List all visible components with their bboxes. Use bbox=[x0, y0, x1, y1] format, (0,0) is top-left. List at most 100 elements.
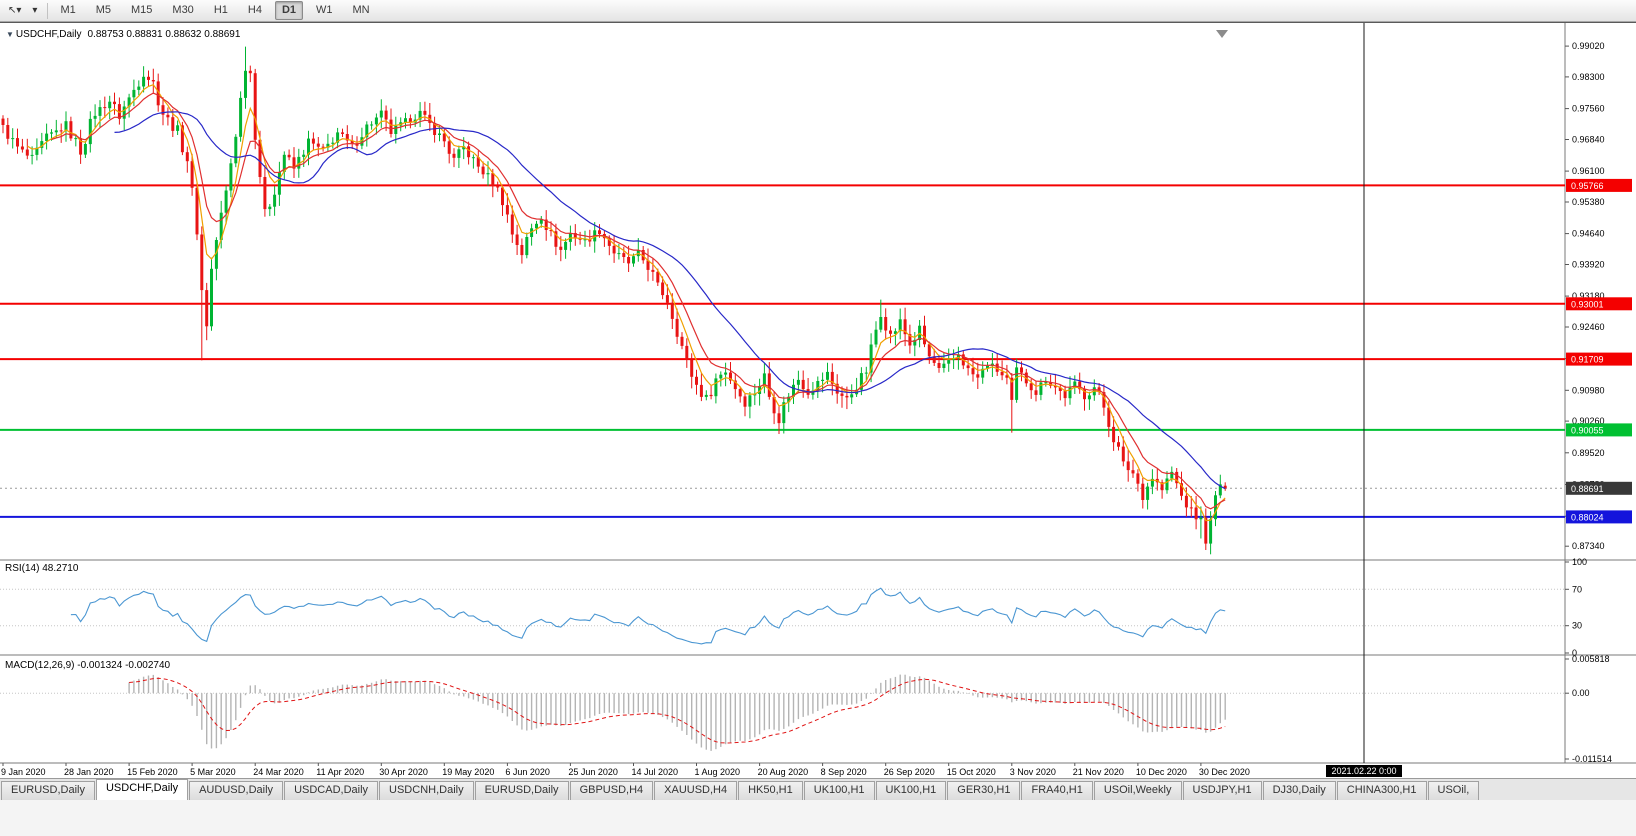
svg-text:24 Mar 2020: 24 Mar 2020 bbox=[253, 767, 304, 777]
svg-text:0.93001: 0.93001 bbox=[1571, 299, 1604, 309]
chart-tab-bar: EURUSD,Daily USDCHF,Daily AUDUSD,Daily USDC… bbox=[0, 778, 1636, 800]
svg-text:0.88024: 0.88024 bbox=[1571, 512, 1604, 522]
window-bottom-strip bbox=[0, 800, 1636, 836]
svg-text:20 Aug 2020: 20 Aug 2020 bbox=[758, 767, 809, 777]
top-toolbar: ↖▾ ▾ M1 M5 M15 M30 H1 H4 D1 W1 MN bbox=[0, 0, 1636, 22]
svg-text:0.94640: 0.94640 bbox=[1572, 229, 1605, 239]
chart-symbol-period: USDCHF,Daily bbox=[15, 29, 82, 40]
chart-tab-usdjpy-h1[interactable]: USDJPY,H1 bbox=[1182, 781, 1262, 800]
timeframe-button-m1[interactable]: M1 bbox=[60, 4, 76, 16]
svg-text:0.90980: 0.90980 bbox=[1572, 385, 1605, 395]
chart-window[interactable]: 0.99020 0.98300 0.97560 0.96840 0.96100 0.953… bbox=[0, 22, 1636, 778]
svg-text:28 Jan 2020: 28 Jan 2020 bbox=[64, 767, 114, 777]
svg-text:0.98300: 0.98300 bbox=[1572, 72, 1605, 82]
chart-tab-usdcad-daily[interactable]: USDCAD,Daily bbox=[284, 781, 379, 800]
chart-tab-uk100-h1[interactable]: UK100,H1 bbox=[875, 781, 947, 800]
chart-tab-xauusd-h4[interactable]: XAUUSD,H4 bbox=[654, 781, 738, 800]
price-tag: 0.88691 bbox=[1566, 481, 1632, 495]
price-chart-canvas: 0.99020 0.98300 0.97560 0.96840 0.96100 0.953… bbox=[0, 23, 1636, 777]
svg-text:0.99020: 0.99020 bbox=[1572, 41, 1605, 51]
svg-text:10 Dec 2020: 10 Dec 2020 bbox=[1136, 767, 1187, 777]
svg-text:0.96840: 0.96840 bbox=[1572, 135, 1605, 145]
svg-text:0.93180: 0.93180 bbox=[1572, 291, 1605, 301]
quick-trade-arrow-icon[interactable]: ▼ bbox=[6, 30, 14, 39]
horizontal-level-lines[interactable] bbox=[0, 184, 1565, 518]
svg-text:26 Sep 2020: 26 Sep 2020 bbox=[884, 767, 935, 777]
vline-date-label: 2021.02.22 0:00 bbox=[1326, 765, 1402, 777]
chart-tab-eurusd-daily[interactable]: EURUSD,Daily bbox=[474, 781, 569, 800]
rsi-indicator-label: RSI(14) 48.2710 bbox=[5, 563, 79, 574]
timeframe-button-d1[interactable]: D1 bbox=[274, 1, 303, 20]
svg-text:0.92460: 0.92460 bbox=[1572, 322, 1605, 332]
macd-axis: 0.005818 0.00 -0.011514 bbox=[1565, 654, 1612, 764]
svg-text:0.93920: 0.93920 bbox=[1572, 260, 1605, 270]
chart-tab-hk50-h1[interactable]: HK50,H1 bbox=[738, 781, 803, 800]
price-tag: 0.90055 bbox=[1566, 423, 1632, 437]
rsi-line bbox=[70, 587, 1226, 645]
svg-text:3 Nov 2020: 3 Nov 2020 bbox=[1010, 767, 1056, 777]
svg-text:19 May 2020: 19 May 2020 bbox=[442, 767, 494, 777]
svg-text:30 Dec 2020: 30 Dec 2020 bbox=[1199, 767, 1250, 777]
svg-text:0: 0 bbox=[1572, 648, 1577, 658]
svg-text:8 Sep 2020: 8 Sep 2020 bbox=[821, 767, 867, 777]
svg-text:0.95766: 0.95766 bbox=[1571, 181, 1604, 191]
svg-text:30: 30 bbox=[1572, 621, 1582, 631]
chart-tab-usdcnh-daily[interactable]: USDCNH,Daily bbox=[379, 781, 474, 800]
svg-text:5 Mar 2020: 5 Mar 2020 bbox=[190, 767, 236, 777]
chart-tab-eurusd-daily[interactable]: EURUSD,Daily bbox=[1, 781, 95, 800]
svg-text:0.89520: 0.89520 bbox=[1572, 448, 1605, 458]
macd-histogram bbox=[128, 674, 1226, 751]
timeframe-button-m30[interactable]: M30 bbox=[172, 4, 194, 16]
svg-text:15 Oct 2020: 15 Oct 2020 bbox=[947, 767, 996, 777]
macd-indicator-label: MACD(12,26,9) -0.001324 -0.002740 bbox=[5, 660, 171, 671]
svg-text:0.96100: 0.96100 bbox=[1572, 166, 1605, 176]
svg-text:15 Feb 2020: 15 Feb 2020 bbox=[127, 767, 178, 777]
price-tag: 0.93001 bbox=[1566, 297, 1632, 311]
svg-text:25 Jun 2020: 25 Jun 2020 bbox=[568, 767, 618, 777]
price-tag: 0.95766 bbox=[1566, 178, 1632, 192]
svg-text:0.88691: 0.88691 bbox=[1571, 484, 1604, 494]
chart-shift-marker[interactable] bbox=[1216, 30, 1228, 38]
chart-tab-usdchf-daily[interactable]: USDCHF,Daily bbox=[95, 779, 189, 800]
svg-text:0.95380: 0.95380 bbox=[1572, 197, 1605, 207]
chart-tab-ger30-h1[interactable]: GER30,H1 bbox=[947, 781, 1021, 800]
cursor-tool-icon[interactable]: ↖▾ bbox=[8, 4, 22, 16]
rsi-axis: 100 70 30 0 bbox=[1565, 557, 1587, 658]
svg-text:0.005818: 0.005818 bbox=[1572, 654, 1610, 664]
svg-text:2021.02.22 0:00: 2021.02.22 0:00 bbox=[1331, 766, 1396, 776]
chart-tab-china300-h1[interactable]: CHINA300,H1 bbox=[1336, 781, 1427, 800]
price-tag: 0.88024 bbox=[1566, 510, 1632, 524]
svg-text:21 Nov 2020: 21 Nov 2020 bbox=[1073, 767, 1124, 777]
timeframe-button-group: M1 M5 M15 M30 H1 H4 D1 W1 MN bbox=[53, 1, 376, 20]
price-tag: 0.91709 bbox=[1566, 352, 1632, 366]
timeframe-button-h4[interactable]: H4 bbox=[247, 4, 262, 16]
svg-text:0.90260: 0.90260 bbox=[1572, 416, 1605, 426]
chart-tab-gbpusd-h4[interactable]: GBPUSD,H4 bbox=[569, 781, 654, 800]
chart-tab-fra40-h1[interactable]: FRA40,H1 bbox=[1021, 781, 1093, 800]
svg-text:0.90055: 0.90055 bbox=[1571, 425, 1604, 435]
chart-tab-audusd-daily[interactable]: AUDUSD,Daily bbox=[189, 781, 284, 800]
date-axis[interactable]: 9 Jan 2020 28 Jan 2020 15 Feb 2020 5 Mar 20… bbox=[1, 763, 1250, 777]
svg-text:6 Jun 2020: 6 Jun 2020 bbox=[505, 767, 550, 777]
chart-tab-usoil[interactable]: USOil, bbox=[1427, 781, 1480, 800]
svg-text:100: 100 bbox=[1572, 557, 1587, 567]
tool-dropdown-icon[interactable]: ▾ bbox=[32, 4, 38, 16]
timeframe-button-mn[interactable]: MN bbox=[352, 4, 370, 16]
timeframe-button-m15[interactable]: M15 bbox=[131, 4, 153, 16]
toolbar-separator bbox=[47, 2, 49, 19]
timeframe-button-w1[interactable]: W1 bbox=[316, 4, 333, 16]
svg-text:70: 70 bbox=[1572, 584, 1582, 594]
chart-tab-usoil-weekly[interactable]: USOil,Weekly bbox=[1093, 781, 1182, 800]
chart-tab-dj30-daily[interactable]: DJ30,Daily bbox=[1262, 781, 1336, 800]
price-axis[interactable]: 0.99020 0.98300 0.97560 0.96840 0.96100 0.953… bbox=[1565, 41, 1605, 551]
timeframe-button-m5[interactable]: M5 bbox=[95, 4, 111, 16]
svg-text:0.91709: 0.91709 bbox=[1571, 355, 1604, 365]
chart-tab-uk100-h1[interactable]: UK100,H1 bbox=[803, 781, 875, 800]
svg-text:0.87340: 0.87340 bbox=[1572, 541, 1605, 551]
svg-text:14 Jul 2020: 14 Jul 2020 bbox=[632, 767, 679, 777]
moving-average-10 bbox=[51, 92, 1226, 510]
timeframe-button-h1[interactable]: H1 bbox=[213, 4, 228, 16]
svg-text:1 Aug 2020: 1 Aug 2020 bbox=[695, 767, 741, 777]
moving-average-24 bbox=[114, 111, 1226, 490]
svg-text:11 Apr 2020: 11 Apr 2020 bbox=[316, 767, 364, 777]
